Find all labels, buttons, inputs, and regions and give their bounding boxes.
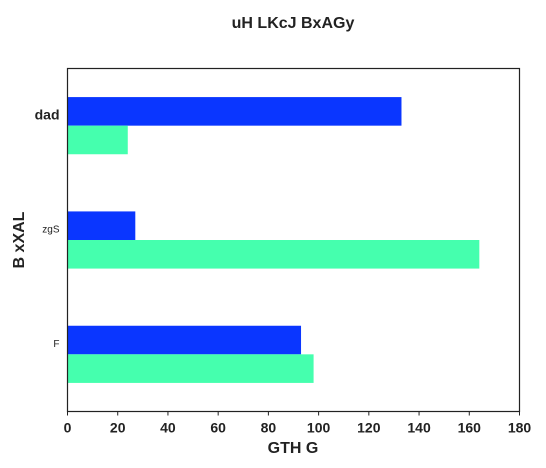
x-tick-label-140: 140 [407, 420, 431, 436]
bar-dad-series-2 [67, 125, 128, 155]
bar-zgS-series-1 [67, 211, 136, 240]
x-tick-label-100: 100 [307, 420, 331, 436]
x-tick-label-180: 180 [508, 420, 532, 436]
y-tick-label-zgS: zgS [42, 225, 60, 236]
x-tick-label-40: 40 [160, 420, 176, 436]
x-tick-label-80: 80 [261, 420, 277, 436]
x-tick-label-20: 20 [110, 420, 126, 436]
plot-frame [66, 67, 521, 413]
ticks-layer: dad zgS F 0 20 40 60 80 100 120 140 160 180 [35, 106, 532, 435]
y-axis-label: B xXAL [11, 211, 28, 268]
x-tick-label-120: 120 [357, 420, 381, 436]
x-tick-label-0: 0 [64, 420, 72, 436]
bar-zgS-series-2 [67, 240, 480, 269]
x-tick-label-160: 160 [458, 420, 482, 436]
y-tick-label-F: F [53, 339, 59, 350]
x-axis-label: GTH G [268, 440, 319, 457]
bar-F-series-2 [67, 354, 314, 383]
chart-title: uH LKcJ BxAGy [232, 15, 355, 32]
x-tick-label-60: 60 [210, 420, 226, 436]
bar-F-series-1 [67, 325, 302, 355]
y-tick-label-dad: dad [35, 106, 60, 122]
bar-dad-series-1 [67, 97, 402, 126]
bars-layer [67, 97, 480, 383]
